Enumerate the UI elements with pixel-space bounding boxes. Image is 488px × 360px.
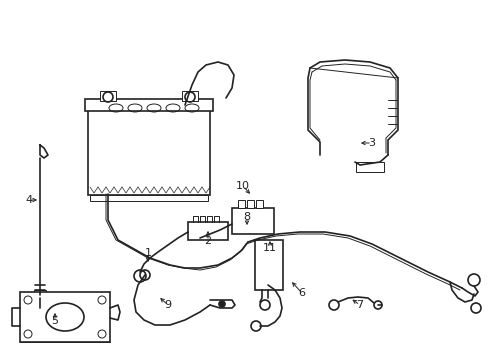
Text: 6: 6 — [298, 288, 305, 298]
Text: 1: 1 — [144, 248, 151, 258]
Bar — [34, 290, 46, 298]
Text: 9: 9 — [164, 300, 171, 310]
Bar — [85, 99, 213, 111]
Bar — [20, 292, 110, 342]
Bar — [256, 200, 263, 208]
Bar — [187, 222, 227, 240]
Bar — [355, 162, 383, 172]
Circle shape — [219, 301, 224, 307]
Bar — [238, 200, 244, 208]
Bar — [231, 208, 273, 234]
Bar — [100, 91, 116, 101]
Bar — [182, 91, 198, 101]
Text: 7: 7 — [356, 300, 363, 310]
Bar — [90, 195, 207, 201]
Text: 10: 10 — [236, 181, 249, 191]
Text: 5: 5 — [51, 316, 59, 326]
Bar — [88, 105, 209, 195]
Text: 8: 8 — [243, 212, 250, 222]
Text: 4: 4 — [25, 195, 33, 205]
Text: 3: 3 — [368, 138, 375, 148]
Text: 11: 11 — [263, 243, 276, 253]
Bar — [246, 200, 253, 208]
Text: 2: 2 — [204, 236, 211, 246]
Bar — [254, 240, 283, 290]
